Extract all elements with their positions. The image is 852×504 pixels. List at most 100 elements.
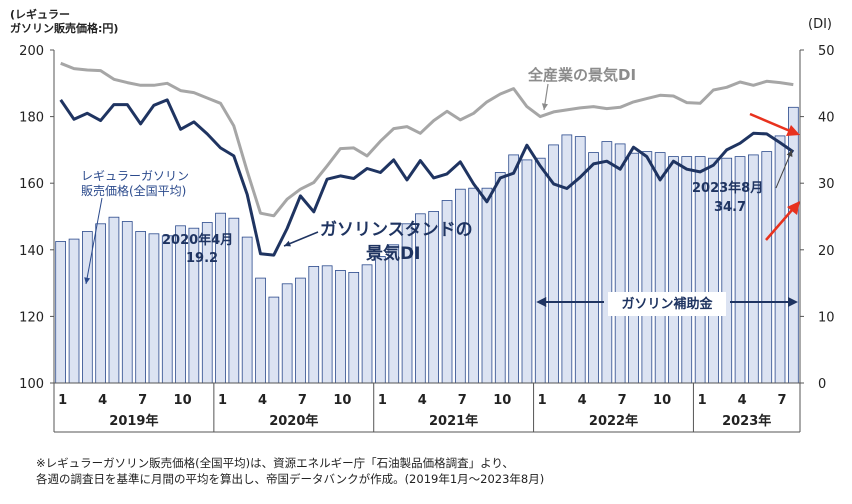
axes: 100 120 140 160 180 200 0 10 20 30 40 50 1 4 7 10 1 4 7 10 1… bbox=[19, 44, 835, 433]
year-label: 2023年 bbox=[722, 413, 771, 429]
right-tick-label: 50 bbox=[818, 44, 835, 59]
price-bar bbox=[335, 269, 346, 384]
x-tick-label: 7 bbox=[138, 393, 147, 408]
gas-station-di-line bbox=[59, 98, 795, 257]
price-bar bbox=[361, 264, 373, 384]
x-tick-label: 10 bbox=[653, 393, 671, 408]
gray-label-pointer-head bbox=[541, 103, 548, 110]
last-point-pointer-head bbox=[786, 150, 793, 157]
min-point-label-line2: 19.2 bbox=[186, 251, 218, 266]
right-tick-label: 30 bbox=[818, 177, 835, 192]
price-bar bbox=[55, 241, 67, 384]
price-bar bbox=[95, 223, 106, 384]
last-point-label-line1: 2023年8月 bbox=[692, 180, 763, 196]
annotations bbox=[84, 83, 800, 285]
subsidy-arrowhead-right bbox=[788, 297, 798, 307]
price-bar bbox=[268, 296, 280, 384]
price-bar bbox=[388, 244, 400, 384]
right-tick-label: 10 bbox=[818, 310, 835, 325]
x-tick-label: 4 bbox=[418, 393, 427, 408]
navy-label-pointer-head bbox=[284, 240, 291, 247]
left-axis-title-line2: ガソリン販売価格:円) bbox=[10, 21, 118, 35]
x-tick-label: 1 bbox=[58, 393, 67, 408]
price-bar bbox=[135, 231, 146, 384]
price-bar bbox=[481, 187, 493, 384]
price-bar bbox=[308, 265, 320, 384]
price-bar bbox=[454, 188, 466, 384]
price-bar bbox=[348, 271, 360, 384]
red-down-arrow-shaft bbox=[749, 112, 791, 133]
price-bar bbox=[654, 152, 666, 384]
red-up-arrow-head bbox=[787, 201, 800, 215]
price-bar bbox=[494, 172, 506, 384]
navy-series-label-line2: 景気DI bbox=[366, 243, 420, 264]
footnote-line1: ※レギュラーガソリン販売価格(全国平均)は、資源エネルギー庁「石油製品価格調査」… bbox=[36, 456, 514, 470]
price-bar bbox=[108, 216, 120, 384]
x-tick-label: 1 bbox=[218, 393, 227, 408]
left-tick-label: 140 bbox=[19, 244, 44, 259]
year-label: 2019年 bbox=[109, 413, 158, 429]
x-tick-label: 10 bbox=[174, 393, 192, 408]
x-tick-label: 10 bbox=[333, 393, 351, 408]
price-bar bbox=[534, 157, 546, 384]
year-label: 2021年 bbox=[429, 413, 478, 429]
price-bar bbox=[681, 156, 693, 384]
price-bar bbox=[641, 151, 653, 384]
price-bar bbox=[614, 143, 626, 384]
price-bar bbox=[255, 277, 266, 384]
price-bar bbox=[281, 283, 293, 384]
price-bars bbox=[55, 106, 799, 384]
left-axis-title-line1: (レギュラー bbox=[10, 7, 70, 21]
subsidy-arrowhead-left bbox=[536, 297, 547, 307]
all-industry-di-line bbox=[60, 61, 794, 218]
left-tick-label: 180 bbox=[19, 111, 44, 126]
left-tick-label: 160 bbox=[19, 177, 44, 192]
x-tick-label: 7 bbox=[777, 393, 786, 408]
left-tick-label: 100 bbox=[19, 377, 44, 392]
price-bar bbox=[295, 277, 306, 384]
year-label: 2022年 bbox=[589, 413, 638, 429]
x-tick-label: 1 bbox=[378, 393, 387, 408]
x-tick-label: 7 bbox=[618, 393, 627, 408]
price-bar bbox=[374, 256, 386, 384]
x-tick-label: 4 bbox=[738, 393, 747, 408]
price-bar bbox=[175, 225, 186, 384]
price-bar bbox=[82, 231, 93, 384]
year-label: 2020年 bbox=[269, 413, 318, 429]
min-point-label-line1: 2020年4月 bbox=[162, 232, 233, 248]
right-tick-label: 40 bbox=[818, 111, 835, 126]
price-bar bbox=[161, 235, 173, 384]
price-bar bbox=[148, 233, 160, 384]
price-bar bbox=[774, 135, 786, 384]
right-tick-label: 20 bbox=[818, 244, 835, 259]
last-point-label-line2: 34.7 bbox=[714, 200, 746, 215]
x-tick-label: 7 bbox=[298, 393, 307, 408]
x-tick-label: 1 bbox=[698, 393, 707, 408]
red-down-arrow-head bbox=[786, 125, 800, 136]
x-tick-label: 10 bbox=[493, 393, 511, 408]
price-bar bbox=[121, 221, 133, 384]
x-tick-label: 7 bbox=[458, 393, 467, 408]
left-tick-label: 120 bbox=[19, 310, 44, 325]
gray-series-label: 全産業の景気DI bbox=[527, 66, 636, 84]
x-tick-label: 4 bbox=[258, 393, 267, 408]
right-axis-title: (DI) bbox=[808, 17, 832, 32]
price-bar bbox=[468, 187, 480, 384]
price-bar bbox=[761, 151, 773, 384]
price-bar bbox=[241, 236, 253, 384]
red-up-arrow-shaft bbox=[765, 209, 793, 241]
subsidy-label-background bbox=[608, 292, 726, 316]
bars-label-line2: 販売価格(全国平均) bbox=[81, 183, 186, 198]
price-bar bbox=[601, 141, 613, 384]
subsidy-period bbox=[536, 292, 798, 316]
navy-series-label-line1: ガソリンスタンドの bbox=[320, 220, 473, 240]
price-bar bbox=[628, 152, 639, 384]
bars-label-line1: レギュラーガソリン bbox=[81, 169, 189, 183]
bars-label-pointer-head bbox=[84, 277, 91, 284]
price-bar bbox=[321, 265, 333, 384]
x-tick-label: 4 bbox=[98, 393, 107, 408]
x-tick-label: 1 bbox=[538, 393, 547, 408]
left-tick-label: 200 bbox=[19, 44, 44, 59]
price-bar bbox=[508, 154, 520, 384]
